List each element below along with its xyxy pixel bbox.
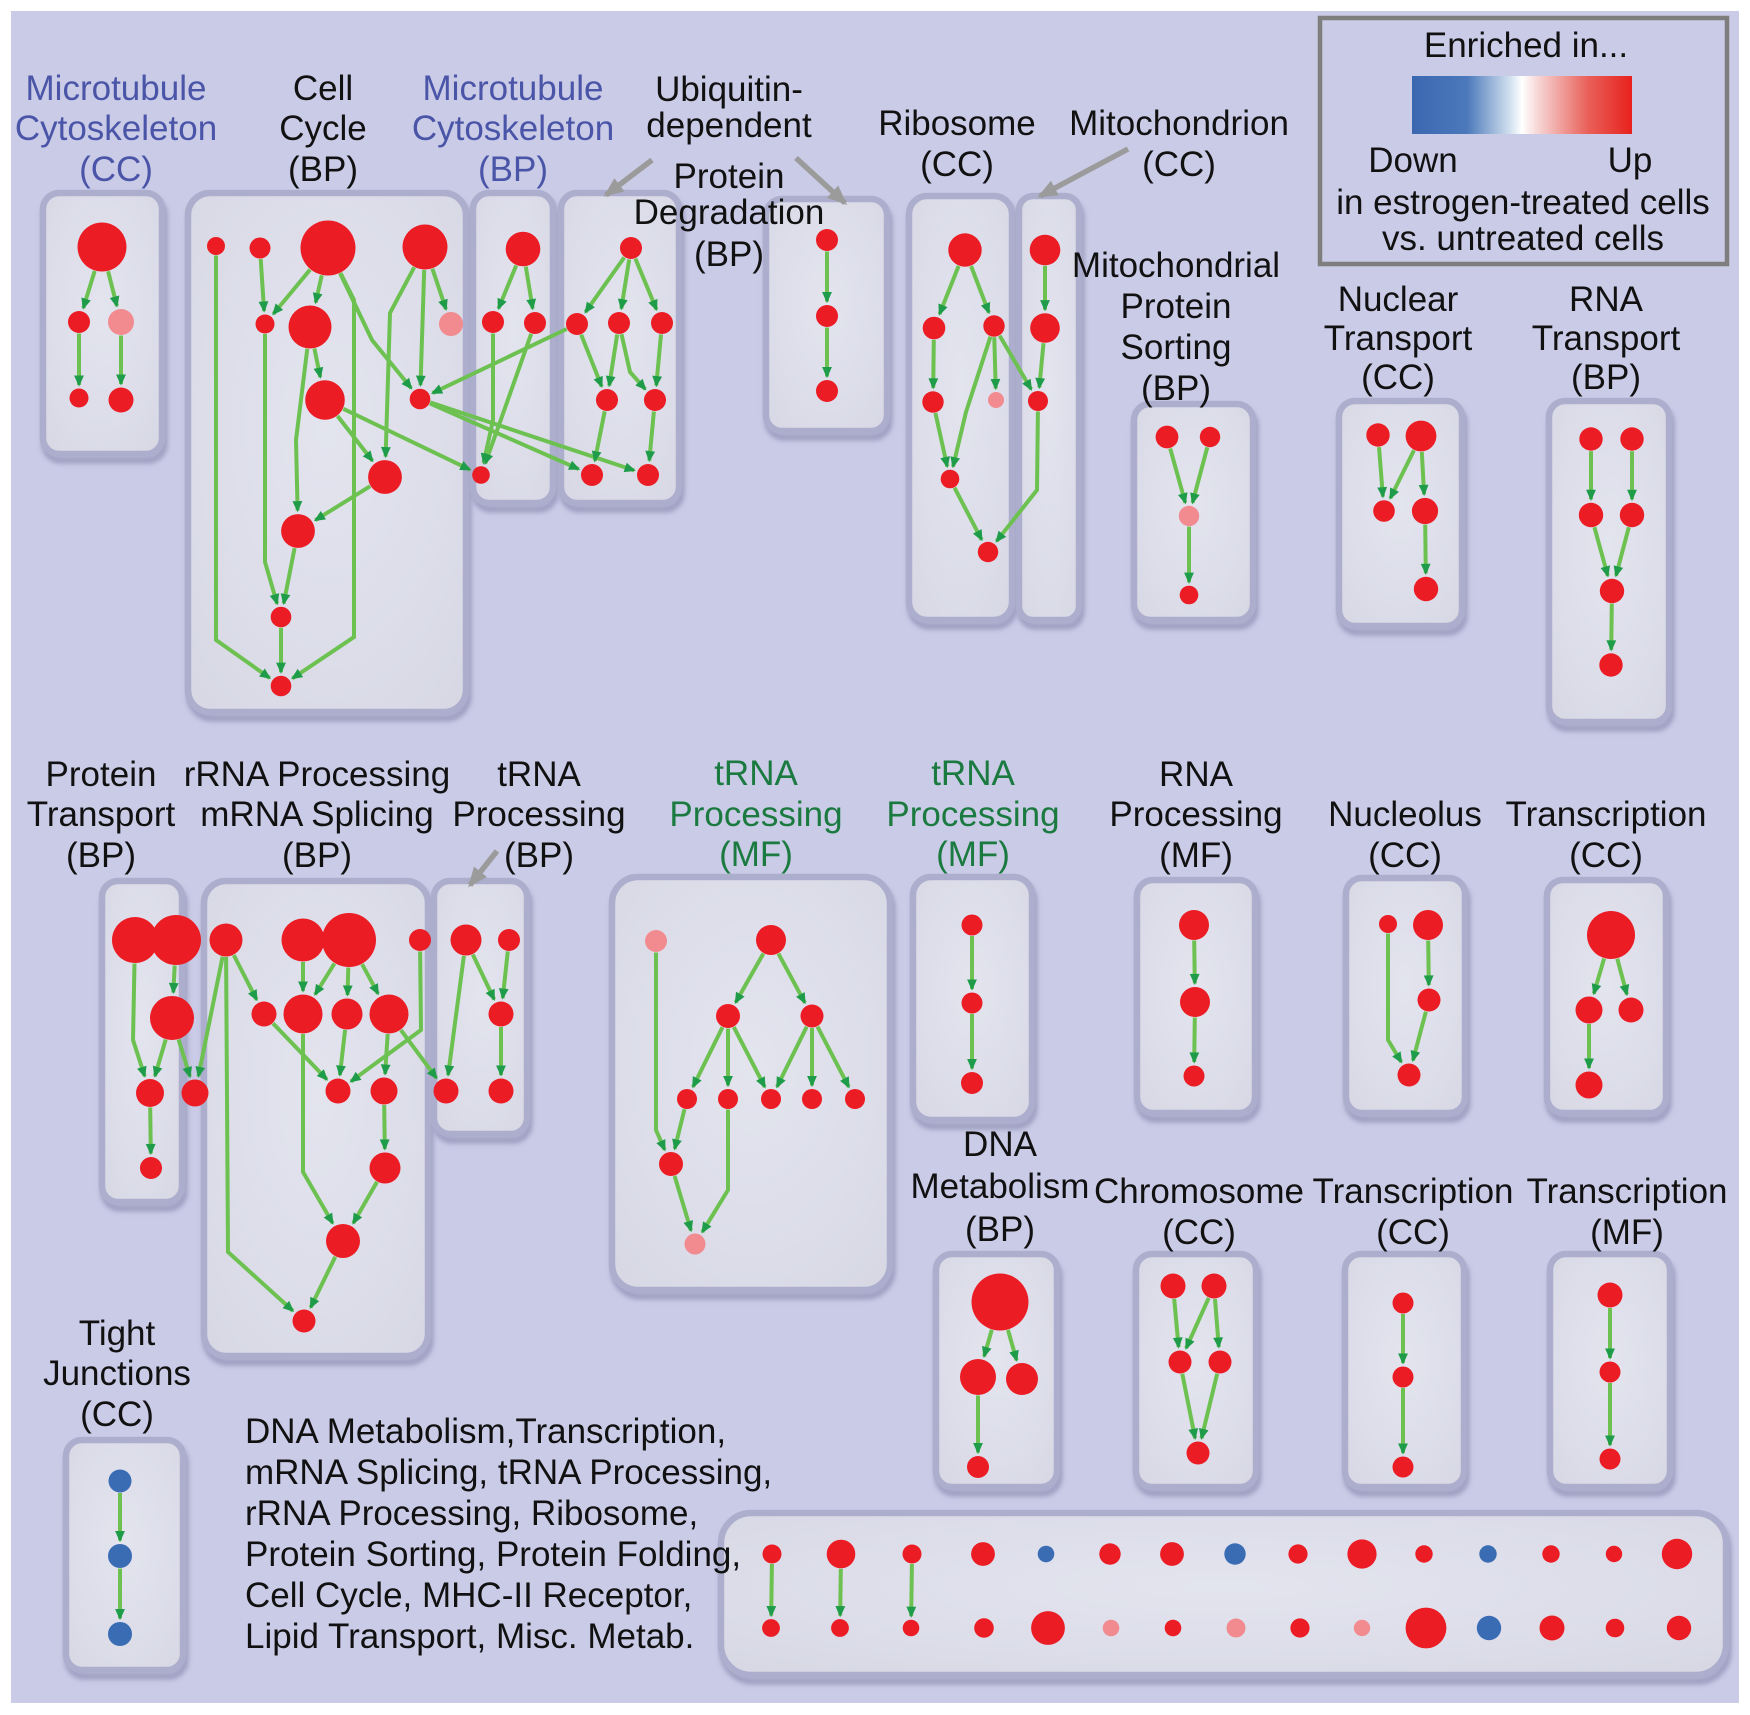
svg-text:Transcription: Transcription <box>1313 1172 1514 1211</box>
svg-text:RNA: RNA <box>1159 755 1234 794</box>
svg-text:(CC): (CC) <box>1376 1213 1450 1252</box>
svg-text:(CC): (CC) <box>920 145 994 184</box>
svg-text:Cell: Cell <box>293 69 353 108</box>
svg-text:Junctions: Junctions <box>43 1354 191 1393</box>
svg-text:vs. untreated cells: vs. untreated cells <box>1382 219 1664 258</box>
svg-text:Metabolism: Metabolism <box>911 1167 1090 1206</box>
svg-text:Protein: Protein <box>674 157 785 196</box>
svg-text:(CC): (CC) <box>1361 358 1435 397</box>
svg-text:Mitochondrial: Mitochondrial <box>1072 246 1280 285</box>
svg-text:Cycle: Cycle <box>279 109 367 148</box>
svg-text:RNA: RNA <box>1569 280 1644 319</box>
svg-text:Transcription: Transcription <box>1506 795 1707 834</box>
svg-text:Protein Sorting, Protein Foldi: Protein Sorting, Protein Folding, <box>245 1535 741 1574</box>
svg-text:(BP): (BP) <box>478 150 548 189</box>
svg-text:Nucleolus: Nucleolus <box>1328 795 1482 834</box>
svg-text:(CC): (CC) <box>1162 1213 1236 1252</box>
svg-text:mRNA Splicing, tRNA Processing: mRNA Splicing, tRNA Processing, <box>245 1453 772 1492</box>
svg-text:(MF): (MF) <box>936 835 1010 874</box>
svg-text:Microtubule: Microtubule <box>423 69 604 108</box>
svg-text:Enriched in...: Enriched in... <box>1424 26 1628 65</box>
svg-text:Microtubule: Microtubule <box>26 69 207 108</box>
svg-text:Transcription: Transcription <box>1527 1172 1728 1211</box>
svg-text:(BP): (BP) <box>965 1210 1035 1249</box>
svg-text:(BP): (BP) <box>66 836 136 875</box>
svg-text:tRNA: tRNA <box>714 754 798 793</box>
svg-text:DNA: DNA <box>963 1125 1038 1164</box>
svg-text:Nuclear: Nuclear <box>1338 280 1459 319</box>
svg-text:tRNA: tRNA <box>497 755 581 794</box>
svg-text:(BP): (BP) <box>1141 369 1211 408</box>
svg-text:Tight: Tight <box>79 1314 156 1353</box>
svg-text:Protein: Protein <box>1121 287 1232 326</box>
svg-text:rRNA Processing, Ribosome,: rRNA Processing, Ribosome, <box>245 1494 698 1533</box>
svg-text:Transport: Transport <box>27 795 176 834</box>
svg-text:Transport: Transport <box>1324 319 1473 358</box>
svg-text:Degradation: Degradation <box>634 193 825 232</box>
svg-text:Mitochondrion: Mitochondrion <box>1069 104 1289 143</box>
svg-text:tRNA: tRNA <box>931 754 1015 793</box>
svg-text:(MF): (MF) <box>1159 836 1233 875</box>
svg-text:Transport: Transport <box>1532 319 1681 358</box>
svg-text:Cytoskeleton: Cytoskeleton <box>412 109 614 148</box>
svg-text:(BP): (BP) <box>282 836 352 875</box>
svg-text:Down: Down <box>1368 141 1457 180</box>
svg-text:(MF): (MF) <box>719 835 793 874</box>
svg-text:Processing: Processing <box>1109 795 1282 834</box>
svg-text:Ubiquitin-: Ubiquitin- <box>655 70 803 109</box>
svg-text:mRNA Splicing: mRNA Splicing <box>200 795 433 834</box>
svg-text:(CC): (CC) <box>80 1395 154 1434</box>
svg-text:rRNA Processing: rRNA Processing <box>184 755 450 794</box>
svg-text:Sorting: Sorting <box>1121 328 1232 367</box>
svg-text:(CC): (CC) <box>1142 145 1216 184</box>
svg-text:DNA Metabolism,Transcription,: DNA Metabolism,Transcription, <box>245 1412 726 1451</box>
svg-text:(BP): (BP) <box>504 836 574 875</box>
svg-text:dependent: dependent <box>646 106 812 145</box>
svg-text:Protein: Protein <box>46 755 157 794</box>
svg-text:Up: Up <box>1608 141 1653 180</box>
svg-text:Processing: Processing <box>886 795 1059 834</box>
svg-text:in estrogen-treated cells: in estrogen-treated cells <box>1336 183 1710 222</box>
svg-text:Ribosome: Ribosome <box>878 104 1036 143</box>
svg-text:Lipid Transport, Misc. Metab.: Lipid Transport, Misc. Metab. <box>245 1617 694 1656</box>
svg-text:Processing: Processing <box>452 795 625 834</box>
svg-text:Processing: Processing <box>669 795 842 834</box>
svg-text:Cytoskeleton: Cytoskeleton <box>15 109 217 148</box>
svg-text:Cell Cycle, MHC-II Receptor,: Cell Cycle, MHC-II Receptor, <box>245 1576 692 1615</box>
svg-text:(MF): (MF) <box>1590 1213 1664 1252</box>
svg-text:Chromosome: Chromosome <box>1094 1172 1304 1211</box>
svg-text:(CC): (CC) <box>1569 836 1643 875</box>
svg-text:(BP): (BP) <box>694 235 764 274</box>
svg-text:(CC): (CC) <box>1368 836 1442 875</box>
svg-text:(BP): (BP) <box>288 150 358 189</box>
svg-text:(CC): (CC) <box>79 150 153 189</box>
svg-text:(BP): (BP) <box>1571 358 1641 397</box>
